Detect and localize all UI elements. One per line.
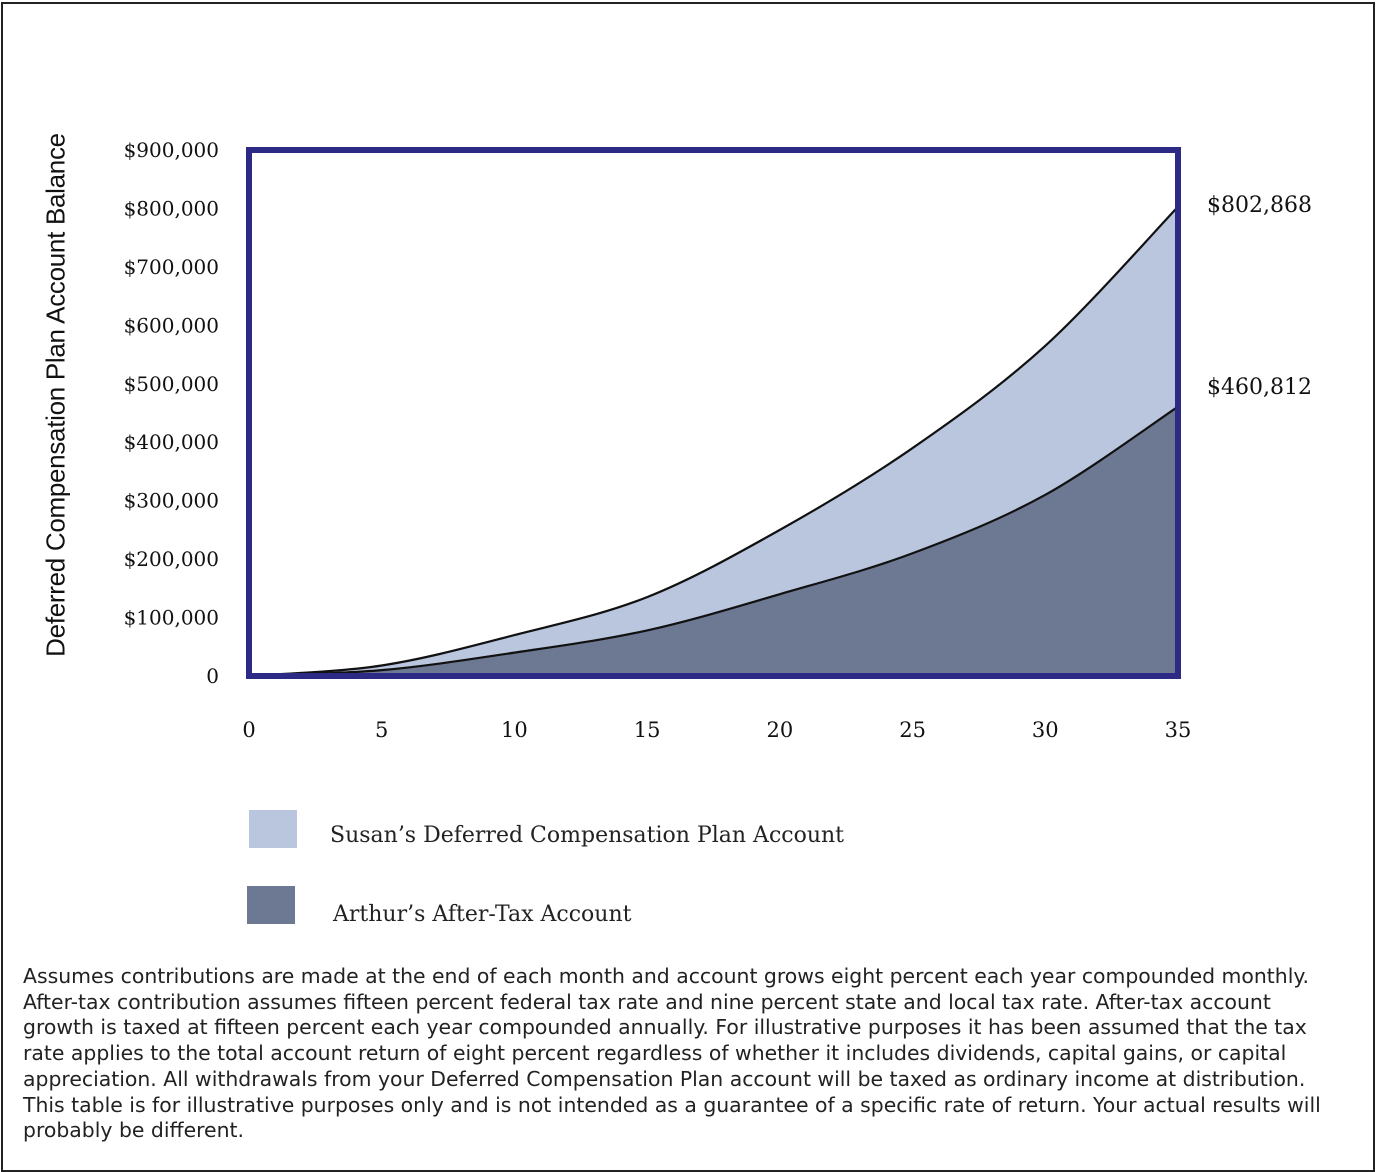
x-tick-label: 35 — [1165, 718, 1192, 742]
y-tick-label: $300,000 — [124, 489, 219, 513]
x-tick-label: 30 — [1032, 718, 1059, 742]
end-label-arthur: $460,812 — [1207, 375, 1312, 400]
y-tick-label: $500,000 — [124, 372, 219, 396]
line-series-1 — [248, 405, 1179, 678]
line-series-0 — [248, 206, 1179, 678]
chart: 0 $100,000 $200,000 $300,000 $400,000 $500,00… — [124, 138, 1192, 742]
y-tick-label: $900,000 — [124, 138, 219, 162]
x-tick-label: 25 — [899, 718, 926, 742]
x-tick-label: 20 — [766, 718, 793, 742]
y-tick-label: $600,000 — [124, 313, 219, 337]
y-tick-label: 0 — [206, 664, 219, 688]
x-tick-label: 10 — [501, 718, 528, 742]
area-series-1 — [249, 406, 1178, 676]
legend-swatch-arthur — [247, 886, 295, 924]
y-tick-label: $100,000 — [124, 606, 219, 630]
footnote: Assumes contributions are made at the en… — [23, 964, 1321, 1143]
x-tick-label: 5 — [375, 718, 388, 742]
legend-label-arthur: Arthur’s After-Tax Account — [333, 902, 632, 927]
legend-label-susan: Susan’s Deferred Compensation Plan Accou… — [330, 823, 845, 848]
x-tick-label: 0 — [242, 718, 255, 742]
plot-frame — [246, 147, 1181, 679]
legend-swatch-susan — [249, 810, 297, 848]
end-label-susan: $802,868 — [1207, 193, 1312, 218]
x-tick-label: 15 — [634, 718, 661, 742]
y-tick-label: $200,000 — [124, 547, 219, 571]
y-tick-label: $800,000 — [124, 196, 219, 220]
y-tick-label: $700,000 — [124, 255, 219, 279]
y-tick-label: $400,000 — [124, 430, 219, 454]
